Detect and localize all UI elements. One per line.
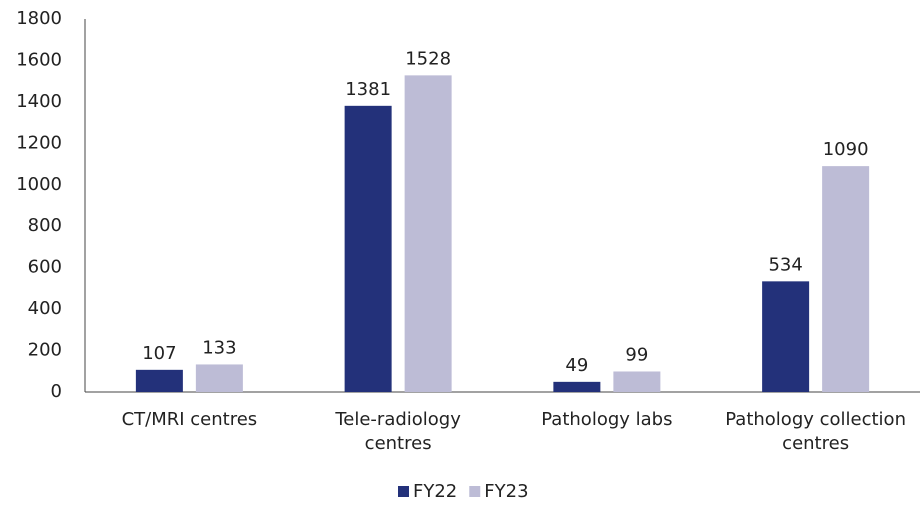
y-tick-label: 600	[28, 257, 62, 278]
bar	[613, 371, 661, 392]
bar	[762, 281, 810, 392]
x-tick-label: Tele-radiology centres	[334, 409, 461, 454]
legend-label: FY22	[413, 481, 457, 502]
value-label: 107	[142, 343, 176, 364]
y-tick-label: 1800	[16, 8, 62, 29]
bar	[553, 381, 601, 392]
value-label: 1090	[823, 139, 869, 160]
value-label: 534	[768, 254, 802, 275]
bar	[404, 75, 452, 392]
bar	[822, 166, 870, 392]
y-tick-label: 1200	[16, 132, 62, 153]
legend-label: FY23	[484, 481, 528, 502]
bar	[344, 105, 392, 392]
value-label: 1381	[345, 79, 391, 100]
value-label: 133	[202, 337, 236, 358]
legend-swatch	[398, 486, 409, 497]
x-tick-label: Pathology collection centres	[725, 409, 906, 454]
x-tick-label: CT/MRI centres	[122, 409, 258, 430]
bar	[195, 364, 243, 392]
value-label: 1528	[405, 48, 451, 69]
y-tick-label: 200	[28, 340, 62, 361]
y-tick-label: 1600	[16, 49, 62, 70]
value-label: 99	[625, 344, 648, 365]
y-tick-label: 1400	[16, 91, 62, 112]
bar	[135, 369, 183, 392]
y-tick-label: 400	[28, 298, 62, 319]
y-tick-label: 800	[28, 215, 62, 236]
x-tick-label: Pathology labs	[541, 409, 672, 430]
y-tick-label: 0	[51, 381, 62, 402]
y-tick-label: 1000	[16, 174, 62, 195]
legend-swatch	[469, 486, 481, 497]
value-label: 49	[565, 355, 588, 376]
